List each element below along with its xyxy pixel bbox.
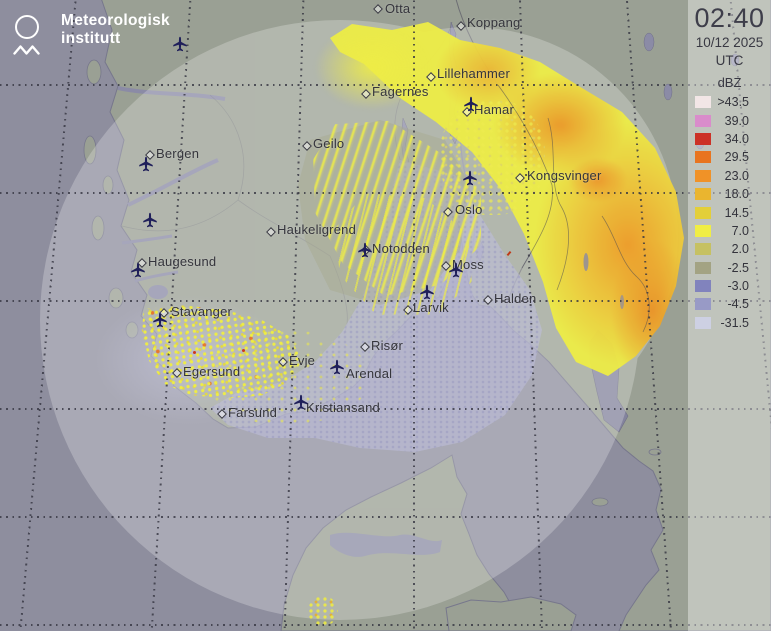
radar-range-circle — [262, 27, 678, 443]
legend-value: -4.5 — [727, 297, 749, 312]
legend-scale: >43.5 39.0 34.0 29.5 23.0 18.0 14.5 7.0 2.0 -2.5 -… — [688, 93, 771, 332]
legend-swatch — [695, 151, 711, 164]
logo-text: Meteorologisk institutt — [61, 12, 170, 47]
legend-swatch — [695, 206, 711, 219]
legend-swatch — [695, 243, 711, 256]
legend-value: >43.5 — [717, 95, 749, 110]
fyn-zealand — [445, 596, 577, 631]
legend-swatch — [695, 298, 711, 311]
legend-unit-label: dBZ — [717, 75, 742, 90]
logo-line1: Meteorologisk — [61, 12, 170, 29]
legend-swatch — [695, 132, 711, 145]
logo-line2: institutt — [61, 29, 121, 47]
clock-date: 10/12 2025 — [695, 35, 764, 50]
legend-row: -31.5 — [688, 314, 771, 332]
legend-value: -3.0 — [727, 279, 749, 294]
legend-row: 7.0 — [688, 222, 771, 240]
legend-row: 14.5 — [688, 203, 771, 221]
legend-value: -31.5 — [720, 315, 750, 330]
legend-value: 23.0 — [724, 168, 749, 183]
legend-value: 2.0 — [731, 242, 749, 257]
met-institute-logo: Meteorologisk institutt — [12, 9, 212, 69]
legend-value: 18.0 — [724, 187, 749, 202]
legend-swatch — [695, 188, 711, 201]
legend-row: >43.5 — [688, 93, 771, 111]
clock-time: 02:40 — [694, 3, 765, 33]
legend-row: 39.0 — [688, 111, 771, 129]
legend-swatch — [695, 261, 711, 274]
legend-value: 29.5 — [724, 150, 749, 165]
legend-row: -2.5 — [688, 259, 771, 277]
legend-swatch — [695, 316, 711, 329]
legend-value: 14.5 — [724, 205, 749, 220]
legend-value: 34.0 — [724, 131, 749, 146]
legend-value: 7.0 — [731, 223, 749, 238]
legend-swatch — [695, 169, 711, 182]
legend-value: 39.0 — [724, 113, 749, 128]
legend-panel: 02:40 10/12 2025 UTC dBZ >43.5 39.0 34.0 29… — [688, 0, 771, 631]
legend-row: 2.0 — [688, 240, 771, 258]
legend-swatch — [695, 114, 711, 127]
legend-value: -2.5 — [727, 260, 749, 275]
legend-row: -4.5 — [688, 295, 771, 313]
legend-swatch — [695, 280, 711, 293]
legend-row: 29.5 — [688, 148, 771, 166]
legend-swatch — [695, 96, 711, 109]
legend-row: 18.0 — [688, 185, 771, 203]
logo-circle-icon — [15, 15, 39, 39]
legend-row: 23.0 — [688, 167, 771, 185]
legend-swatch — [695, 224, 711, 237]
legend-row: -3.0 — [688, 277, 771, 295]
legend-row: 34.0 — [688, 130, 771, 148]
clock-timezone: UTC — [715, 53, 744, 68]
logo-wave-icon — [13, 45, 40, 55]
